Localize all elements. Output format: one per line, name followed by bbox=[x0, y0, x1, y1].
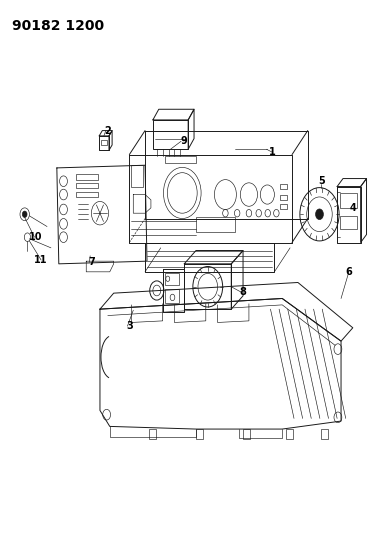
Bar bbox=[165, 156, 196, 163]
Bar bbox=[280, 204, 287, 209]
Circle shape bbox=[22, 211, 27, 217]
Bar bbox=[196, 217, 235, 232]
Text: 8: 8 bbox=[240, 287, 247, 297]
Bar bbox=[76, 183, 98, 188]
Text: 3: 3 bbox=[126, 321, 133, 331]
Bar bbox=[286, 429, 293, 439]
Text: 4: 4 bbox=[349, 203, 356, 213]
Bar bbox=[196, 429, 203, 439]
Bar bbox=[280, 184, 287, 189]
Bar bbox=[101, 140, 107, 145]
Text: 5: 5 bbox=[318, 176, 325, 186]
Bar bbox=[165, 273, 179, 285]
Text: 2: 2 bbox=[104, 126, 111, 135]
Text: 1: 1 bbox=[269, 147, 276, 157]
Bar bbox=[321, 429, 328, 439]
Bar bbox=[243, 429, 250, 439]
Bar bbox=[340, 193, 357, 208]
Text: 90182 1200: 90182 1200 bbox=[12, 19, 104, 33]
Circle shape bbox=[316, 209, 323, 220]
Text: 11: 11 bbox=[34, 255, 48, 265]
Text: 6: 6 bbox=[345, 267, 352, 277]
Bar bbox=[153, 120, 188, 149]
Bar bbox=[340, 216, 357, 229]
Text: 10: 10 bbox=[29, 232, 42, 242]
Bar bbox=[165, 289, 179, 303]
Text: 7: 7 bbox=[89, 257, 96, 267]
Bar bbox=[76, 192, 98, 197]
Bar bbox=[131, 165, 143, 187]
Bar bbox=[76, 174, 98, 180]
Bar bbox=[280, 195, 287, 200]
Bar bbox=[149, 429, 156, 439]
Text: 9: 9 bbox=[181, 136, 188, 146]
